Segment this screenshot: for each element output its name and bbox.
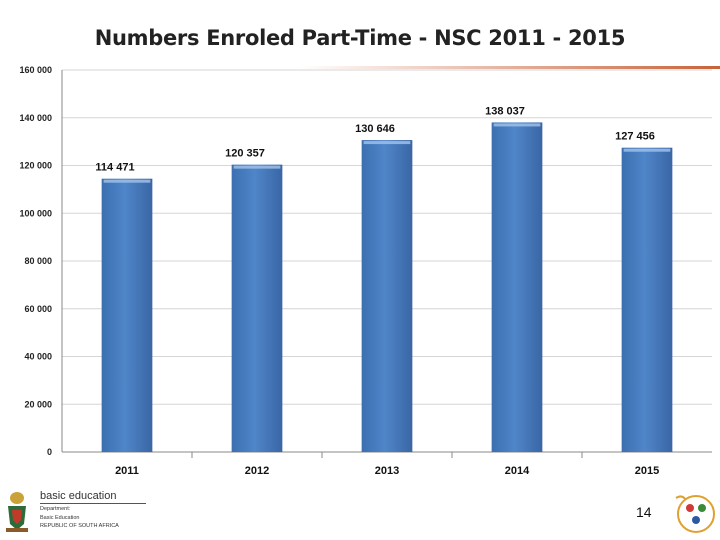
bar-highlight <box>363 141 411 145</box>
y-tick-label: 60 000 <box>24 304 52 314</box>
bar-highlight <box>103 179 151 183</box>
y-tick-label: 80 000 <box>24 256 52 266</box>
bar-chart: 0 20 000 40 000 60 000 80 000 100 000 120 000 1… <box>19 65 712 477</box>
data-label: 120 357 <box>225 148 265 160</box>
bar-layer <box>101 122 673 453</box>
department-sub-2: Basic Education <box>40 514 80 521</box>
bar <box>361 140 413 452</box>
footer: basic education Department: Basic Educat… <box>0 488 720 540</box>
coat-of-arms-icon <box>6 492 28 532</box>
data-label: 127 456 <box>615 131 655 143</box>
y-tick-label: 100 000 <box>19 208 52 218</box>
bar-highlight <box>233 165 281 169</box>
y-tick-label: 40 000 <box>24 352 52 362</box>
axis-layer: 0 20 000 40 000 60 000 80 000 100 000 120 000 1… <box>19 65 659 477</box>
y-tick-label: 140 000 <box>19 113 52 123</box>
data-label: 114 471 <box>95 162 134 174</box>
bar <box>621 147 673 453</box>
x-tick-label: 2013 <box>375 465 399 477</box>
bar-highlight <box>623 148 671 152</box>
page-number: 14 <box>636 504 652 520</box>
data-label: 130 646 <box>355 123 395 135</box>
department-sub-1: Department: <box>40 506 71 512</box>
data-label: 138 037 <box>485 105 525 117</box>
bar-highlight <box>493 123 541 127</box>
y-tick-label: 0 <box>47 447 52 457</box>
bar <box>101 178 153 452</box>
department-sub-3: REPUBLIC OF SOUTH AFRICA <box>40 523 119 529</box>
title-accent-bar <box>300 66 720 69</box>
anniversary-logo-icon <box>675 495 715 533</box>
bar <box>491 122 543 453</box>
x-tick-label: 2014 <box>505 465 530 477</box>
department-name: basic education <box>40 490 147 504</box>
chart-title: Numbers Enroled Part-Time - NSC 2011 - 2… <box>94 26 626 50</box>
x-tick-label: 2011 <box>115 465 139 477</box>
department-branding: basic education Department: Basic Educat… <box>40 490 147 530</box>
label-layer: 114 471 120 357 130 646 138 037 127 456 <box>95 105 654 173</box>
bar <box>231 164 283 453</box>
y-tick-label: 160 000 <box>19 65 52 75</box>
x-tick-label: 2015 <box>635 465 659 477</box>
y-tick-label: 120 000 <box>19 161 52 171</box>
y-tick-label: 20 000 <box>24 399 52 409</box>
x-tick-label: 2012 <box>245 465 269 477</box>
